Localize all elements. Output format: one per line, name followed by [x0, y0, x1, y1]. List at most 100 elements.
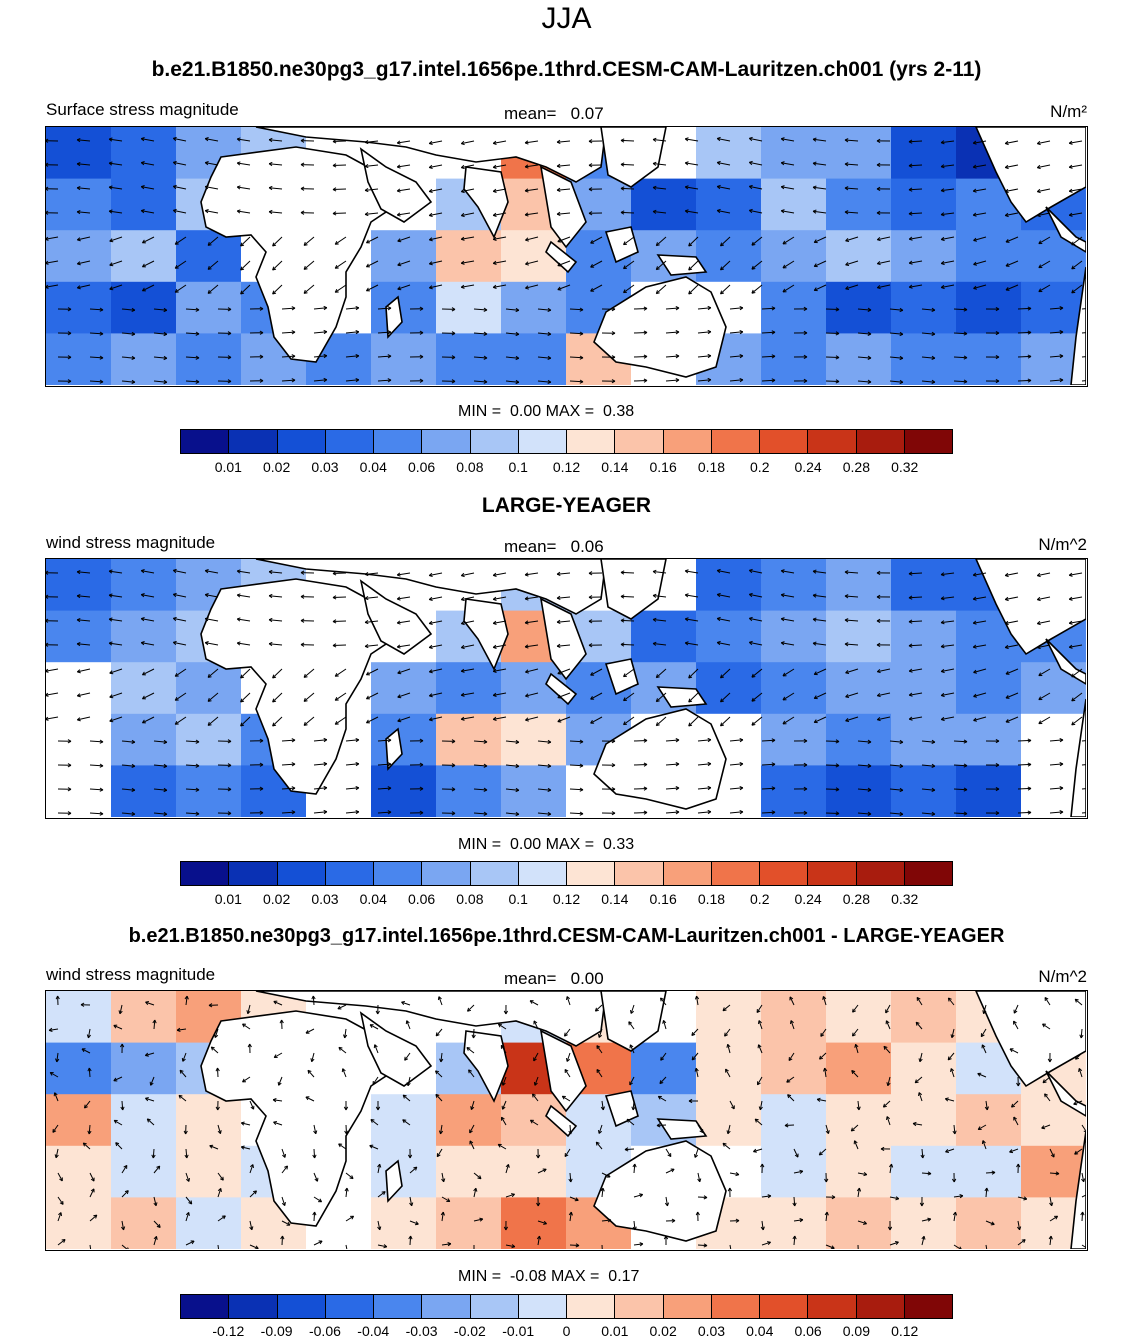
wind-vector-head: [1013, 1020, 1017, 1024]
wind-vector-head: [899, 309, 904, 313]
wind-vector-head: [579, 357, 584, 360]
wind-vector: [502, 1076, 507, 1086]
wind-vector-head: [607, 1219, 612, 1223]
wind-vector: [1005, 620, 1019, 624]
wind-vector: [1009, 1048, 1019, 1054]
wind-vector: [653, 139, 667, 142]
wind-vector-head: [724, 1032, 726, 1037]
wind-vector-head: [876, 570, 881, 574]
wind-vector-head: [803, 308, 808, 312]
wind-vector-head: [694, 1154, 696, 1158]
wind-vector: [633, 740, 648, 742]
wind-vector: [377, 1244, 387, 1248]
landmass-indochina: [539, 1029, 587, 1113]
wind-vector-head: [207, 289, 210, 294]
wind-vector: [109, 692, 123, 698]
panel3-max-value: 0.17: [608, 1268, 640, 1285]
wind-vector: [57, 1239, 66, 1246]
wind-vector-head: [688, 698, 691, 703]
wind-vector-head: [963, 333, 968, 336]
wind-vector: [217, 1188, 222, 1198]
wind-vector: [345, 1124, 347, 1135]
wind-vector-head: [1068, 212, 1073, 216]
wind-vector: [313, 355, 327, 358]
wind-vector: [377, 763, 392, 766]
wind-vector: [121, 812, 135, 815]
colorbar-tick-label: 0.18: [697, 891, 726, 907]
wind-vector-head: [312, 995, 316, 1000]
wind-vector: [915, 1021, 923, 1030]
wind-vector: [272, 236, 283, 247]
wind-vector: [623, 260, 635, 270]
wind-vector: [729, 1244, 732, 1249]
wind-vector: [113, 1076, 123, 1082]
wind-vector-head: [144, 1052, 149, 1056]
wind-vector-head: [972, 572, 977, 576]
wind-vector-head: [428, 261, 433, 265]
landmass-north-america: [975, 991, 1086, 1088]
wind-vector: [569, 1172, 572, 1183]
field-cell: [956, 230, 1022, 283]
wind-vector-head: [492, 596, 497, 600]
wind-vector-head: [483, 309, 488, 312]
wind-vector-head: [771, 811, 776, 815]
wind-vector-head: [109, 718, 113, 722]
wind-vector: [337, 1004, 347, 1010]
wind-vector-head: [282, 1154, 286, 1158]
wind-vector-head: [237, 209, 241, 212]
wind-vector: [185, 764, 200, 767]
field-cell: [176, 281, 242, 334]
panel3-mean: mean= 0.00: [504, 969, 604, 989]
wind-vector-head: [460, 284, 465, 288]
wind-vector-head: [918, 1092, 923, 1096]
wind-vector: [525, 260, 539, 265]
wind-vector: [525, 212, 539, 216]
wind-vector: [793, 1148, 799, 1158]
wind-vector-head: [151, 1154, 154, 1159]
wind-vector: [844, 187, 859, 190]
wind-vector-head: [99, 309, 104, 312]
wind-vector: [1005, 284, 1019, 291]
wind-vector: [889, 740, 903, 743]
wind-vector-head: [46, 572, 49, 575]
wind-vector-head: [899, 357, 904, 361]
panel1-map: [45, 126, 1088, 387]
field-cell: [761, 333, 827, 385]
colorbar-tick-label: 0.09: [842, 1323, 870, 1339]
wind-vector: [1017, 1220, 1021, 1230]
colorbar-tick-label: 0.16: [649, 891, 677, 907]
wind-vector-head: [812, 161, 817, 164]
wind-vector-head: [556, 163, 561, 167]
wind-vector: [590, 260, 603, 268]
wind-vector: [89, 356, 104, 359]
wind-vector-head: [99, 333, 104, 336]
wind-vector-head: [963, 789, 968, 792]
wind-vector-head: [803, 764, 808, 768]
wind-vector: [141, 570, 155, 574]
wind-vector-head: [786, 1078, 789, 1083]
wind-vector: [951, 1028, 955, 1038]
wind-vector: [109, 236, 123, 242]
wind-vector: [697, 739, 711, 742]
colorbar-tick-label: -0.12: [212, 1323, 245, 1339]
wind-vector-head: [208, 1003, 213, 1006]
wind-vector-head: [355, 307, 360, 311]
wind-vector: [345, 1172, 354, 1179]
wind-vector-head: [67, 380, 72, 384]
wind-vector: [566, 1052, 571, 1062]
colorbar-swatch: [567, 430, 616, 453]
wind-vector-head: [1049, 1202, 1053, 1207]
wind-vector: [501, 1116, 507, 1126]
wind-vector-head: [620, 570, 625, 573]
wind-vector-head: [1038, 696, 1042, 700]
wind-vector: [761, 355, 776, 358]
wind-vector: [77, 139, 91, 142]
field-cell: [696, 127, 762, 180]
panel3-colorbar: [180, 1294, 953, 1319]
wind-vector: [784, 1124, 795, 1126]
wind-vector: [1005, 692, 1019, 699]
wind-vector-head: [634, 1163, 637, 1168]
wind-vector: [269, 211, 283, 214]
wind-vector: [205, 186, 219, 190]
wind-vector-head: [404, 1058, 409, 1061]
